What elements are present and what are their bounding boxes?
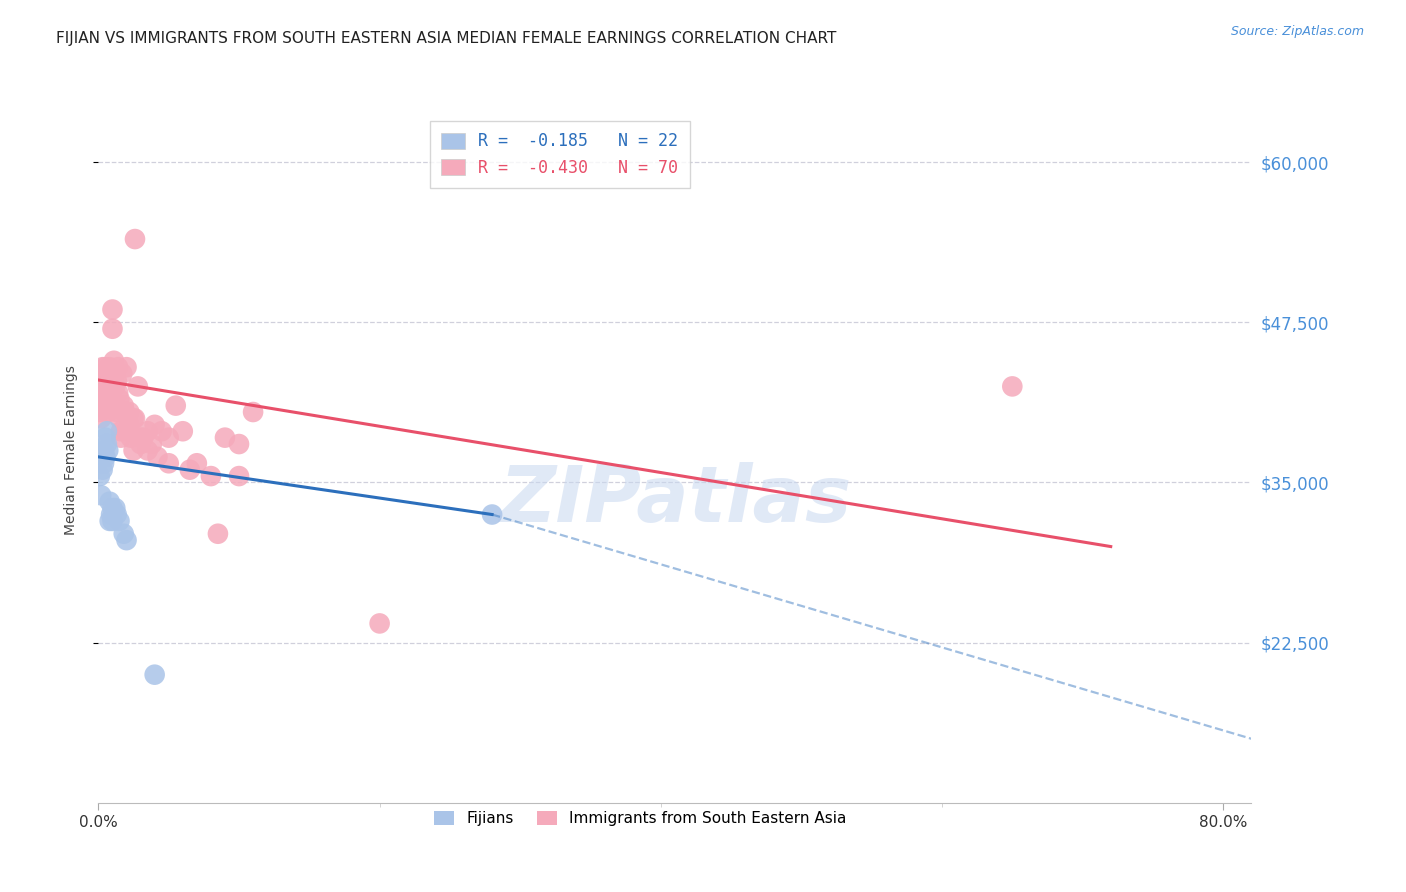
Point [104, 501, 127, 516]
Point [122, 443, 145, 458]
Point [93, 385, 115, 400]
Point [107, 385, 129, 400]
Point [101, 514, 124, 528]
Point [228, 437, 250, 451]
Point [93, 456, 115, 470]
Text: Source: ZipAtlas.com: Source: ZipAtlas.com [1230, 25, 1364, 38]
Point [112, 526, 135, 541]
Point [114, 405, 136, 419]
Point [110, 431, 132, 445]
Point [100, 385, 122, 400]
Point [242, 405, 264, 419]
Point [96, 379, 118, 393]
Point [143, 417, 166, 432]
Point [108, 392, 131, 407]
Point [146, 450, 169, 464]
Point [179, 463, 201, 477]
Point [98, 373, 121, 387]
Point [89, 469, 111, 483]
Point [136, 443, 159, 458]
Point [89, 405, 111, 419]
Point [101, 501, 124, 516]
Point [97, 443, 120, 458]
Point [108, 411, 131, 425]
Point [94, 360, 117, 375]
Text: FIJIAN VS IMMIGRANTS FROM SOUTH EASTERN ASIA MEDIAN FEMALE EARNINGS CORRELATION : FIJIAN VS IMMIGRANTS FROM SOUTH EASTERN … [56, 31, 837, 46]
Point [98, 494, 121, 508]
Point [112, 399, 135, 413]
Point [98, 360, 121, 375]
Point [111, 367, 134, 381]
Point [132, 431, 155, 445]
Point [165, 399, 187, 413]
Point [228, 469, 250, 483]
Point [115, 424, 138, 438]
Point [94, 450, 117, 464]
Point [96, 424, 118, 438]
Point [115, 360, 138, 375]
Point [150, 424, 173, 438]
Point [91, 385, 114, 400]
Point [90, 373, 112, 387]
Point [124, 232, 146, 246]
Point [105, 508, 128, 522]
Point [93, 443, 115, 458]
Point [214, 431, 236, 445]
Point [207, 526, 229, 541]
Point [97, 405, 120, 419]
Point [94, 392, 117, 407]
Point [110, 424, 132, 438]
Point [118, 405, 141, 419]
Point [172, 424, 194, 438]
Point [105, 373, 128, 387]
Point [136, 424, 159, 438]
Point [127, 379, 149, 393]
Point [91, 463, 114, 477]
Point [124, 411, 146, 425]
Point [141, 437, 163, 451]
Point [186, 456, 208, 470]
Point [90, 392, 112, 407]
Point [115, 533, 138, 548]
Point [104, 367, 127, 381]
Point [103, 353, 125, 368]
Point [90, 411, 112, 425]
Point [481, 508, 503, 522]
Point [107, 360, 129, 375]
Point [129, 437, 152, 451]
Point [90, 488, 112, 502]
Point [368, 616, 391, 631]
Point [120, 431, 142, 445]
Point [100, 399, 122, 413]
Point [101, 302, 124, 317]
Point [1001, 379, 1024, 393]
Point [96, 399, 118, 413]
Point [157, 431, 180, 445]
Point [93, 373, 115, 387]
Point [105, 405, 128, 419]
Point [96, 437, 118, 451]
Point [157, 456, 180, 470]
Point [200, 469, 222, 483]
Point [118, 417, 141, 432]
Point [91, 367, 114, 381]
Point [96, 385, 118, 400]
Point [94, 431, 117, 445]
Point [98, 514, 121, 528]
Point [108, 514, 131, 528]
Point [104, 379, 127, 393]
Point [143, 667, 166, 681]
Point [97, 392, 120, 407]
Point [94, 373, 117, 387]
Point [101, 322, 124, 336]
Point [129, 431, 152, 445]
Point [91, 360, 114, 375]
Text: ZIPatlas: ZIPatlas [499, 462, 851, 538]
Legend: Fijians, Immigrants from South Eastern Asia: Fijians, Immigrants from South Eastern A… [427, 803, 853, 834]
Point [122, 411, 145, 425]
Point [100, 508, 122, 522]
Y-axis label: Median Female Earnings: Median Female Earnings [63, 366, 77, 535]
